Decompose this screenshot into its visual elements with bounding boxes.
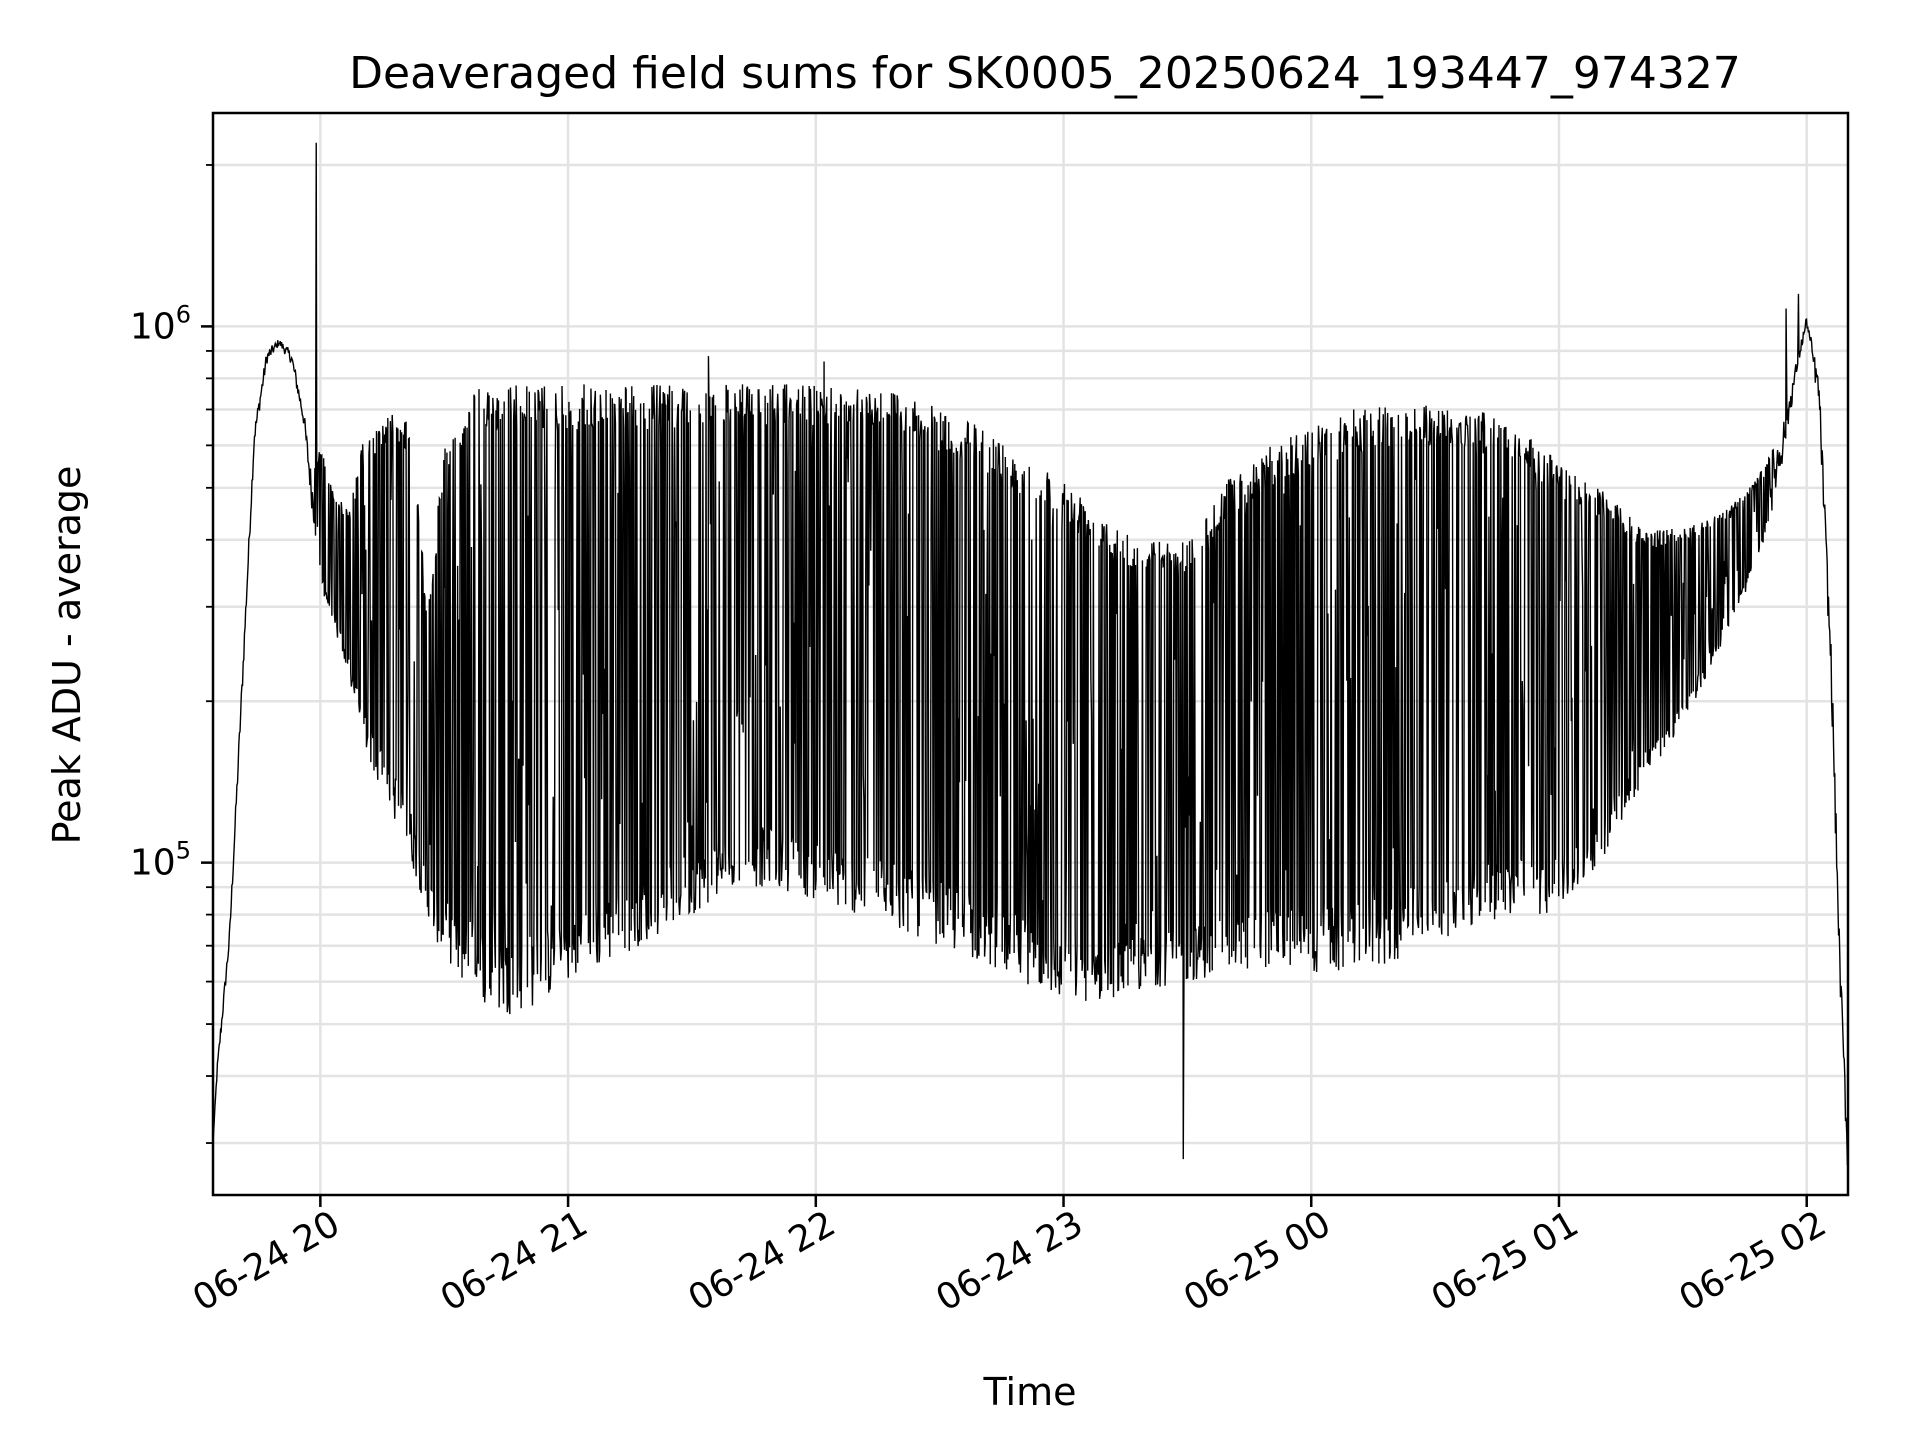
plot-frame [211, 111, 1850, 1197]
series-line [213, 142, 1848, 1166]
series-trace [213, 142, 1848, 1166]
x-axis-label: Time [983, 1370, 1077, 1414]
y-tick-label: 106 [130, 300, 191, 347]
y-axis-label: Peak ADU - average [45, 466, 89, 845]
y-tick-label: 105 [130, 837, 191, 884]
chart-title: Deaveraged field sums for SK0005_2025062… [349, 48, 1741, 99]
